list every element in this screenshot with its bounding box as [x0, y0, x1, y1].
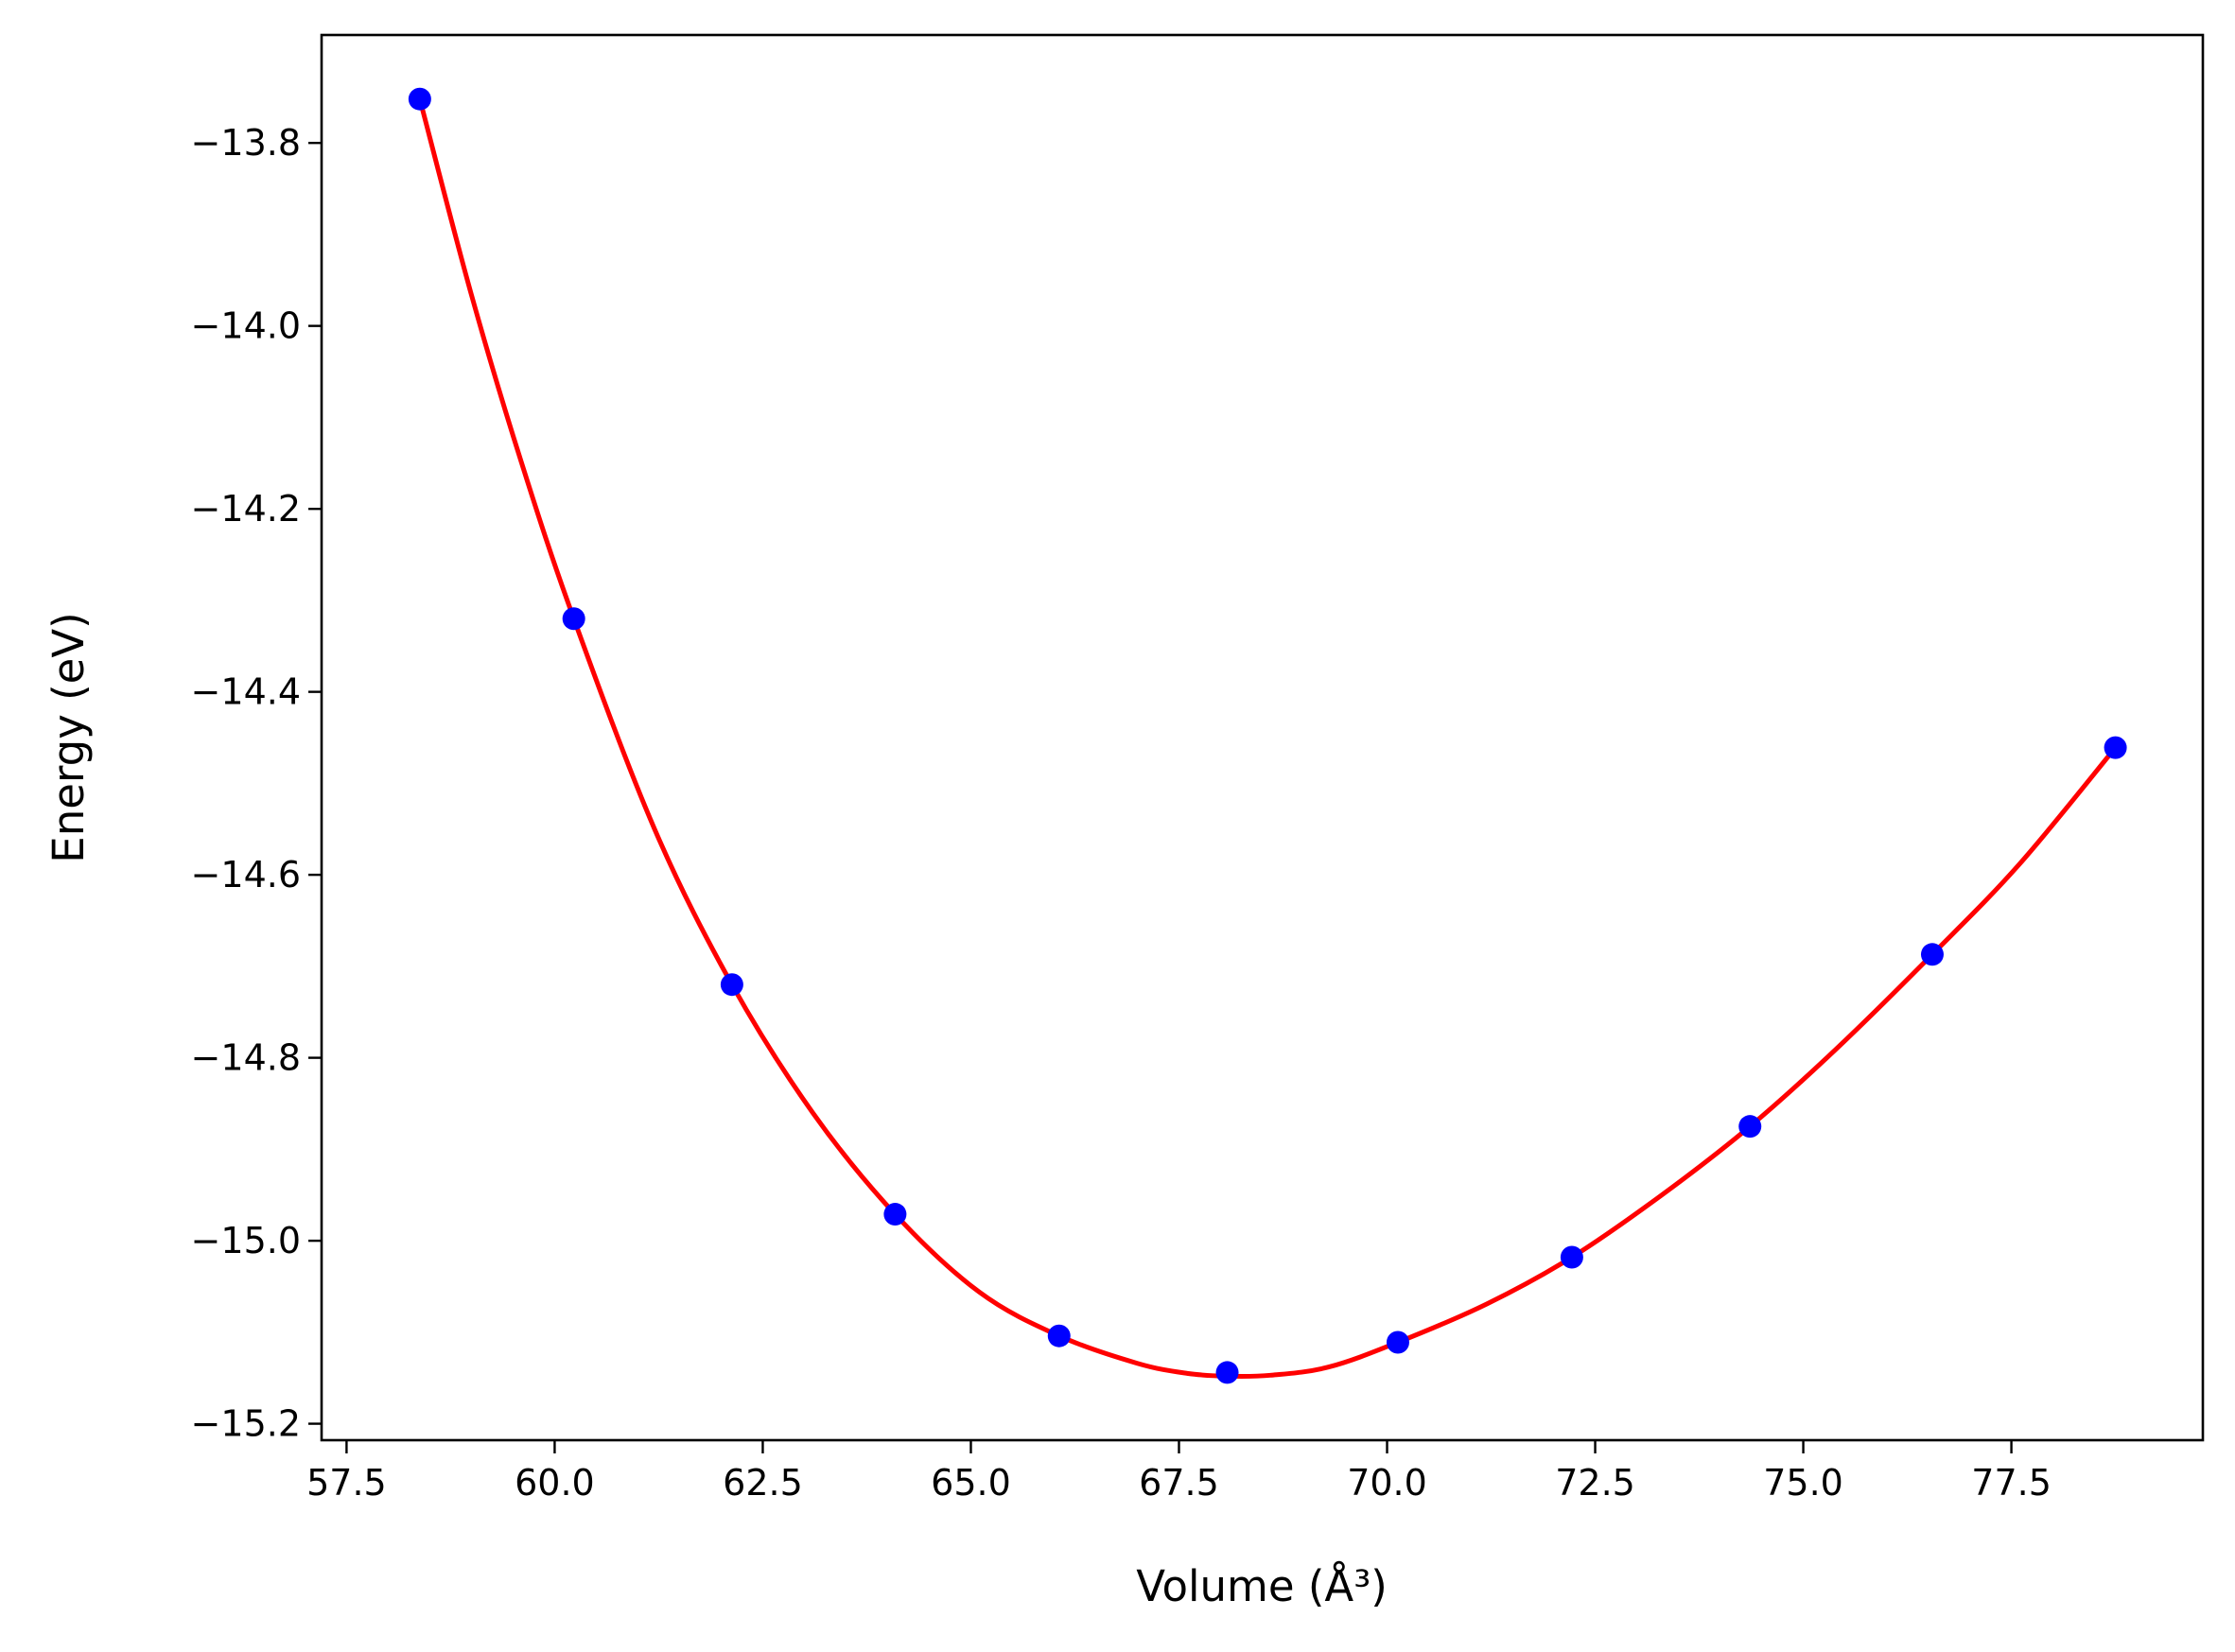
- plot-area: [322, 35, 2203, 1440]
- series-layer: [408, 87, 2127, 1384]
- y-axis-label: Energy (eV): [44, 612, 94, 862]
- data-point: [1047, 1324, 1071, 1348]
- data-point: [1560, 1245, 1583, 1269]
- data-point: [1215, 1361, 1239, 1384]
- x-tick-label: 70.0: [1347, 1462, 1427, 1504]
- y-axis-ticks: −13.8 −14.0 −14.2 −14.4 −14.6 −14.8 −15.0 −15.2: [191, 122, 322, 1445]
- y-tick-label: −14.6: [191, 854, 301, 896]
- data-point: [1386, 1330, 1409, 1354]
- y-tick-label: −14.0: [191, 305, 301, 347]
- y-tick-label: −13.8: [191, 122, 301, 164]
- x-tick-label: 65.0: [931, 1462, 1011, 1504]
- data-point: [1738, 1115, 1762, 1139]
- x-axis-ticks: 57.5 60.0 62.5 65.0 67.5 70.0 72.5 75.0 77.5: [306, 1440, 2052, 1504]
- data-point: [408, 87, 431, 111]
- y-tick-label: −15.2: [191, 1403, 301, 1445]
- y-tick-label: −14.2: [191, 488, 301, 530]
- x-tick-label: 60.0: [515, 1462, 595, 1504]
- y-tick-label: −14.8: [191, 1037, 301, 1079]
- x-axis-label: Volume (Å³): [1136, 1561, 1388, 1611]
- data-point: [1920, 943, 1944, 966]
- x-tick-label: 67.5: [1139, 1462, 1219, 1504]
- data-point: [2104, 736, 2127, 759]
- plot-frame: [320, 33, 2205, 1442]
- data-point: [883, 1203, 907, 1226]
- x-tick-label: 62.5: [723, 1462, 803, 1504]
- x-tick-label: 75.0: [1763, 1462, 1843, 1504]
- fit-curve-line: [417, 98, 2118, 1380]
- y-tick-label: −15.0: [191, 1220, 301, 1261]
- x-tick-label: 57.5: [306, 1462, 387, 1504]
- data-point: [562, 607, 585, 631]
- x-tick-label: 77.5: [1971, 1462, 2052, 1504]
- y-tick-label: −14.4: [191, 671, 301, 713]
- data-point: [720, 973, 743, 997]
- x-tick-label: 72.5: [1555, 1462, 1635, 1504]
